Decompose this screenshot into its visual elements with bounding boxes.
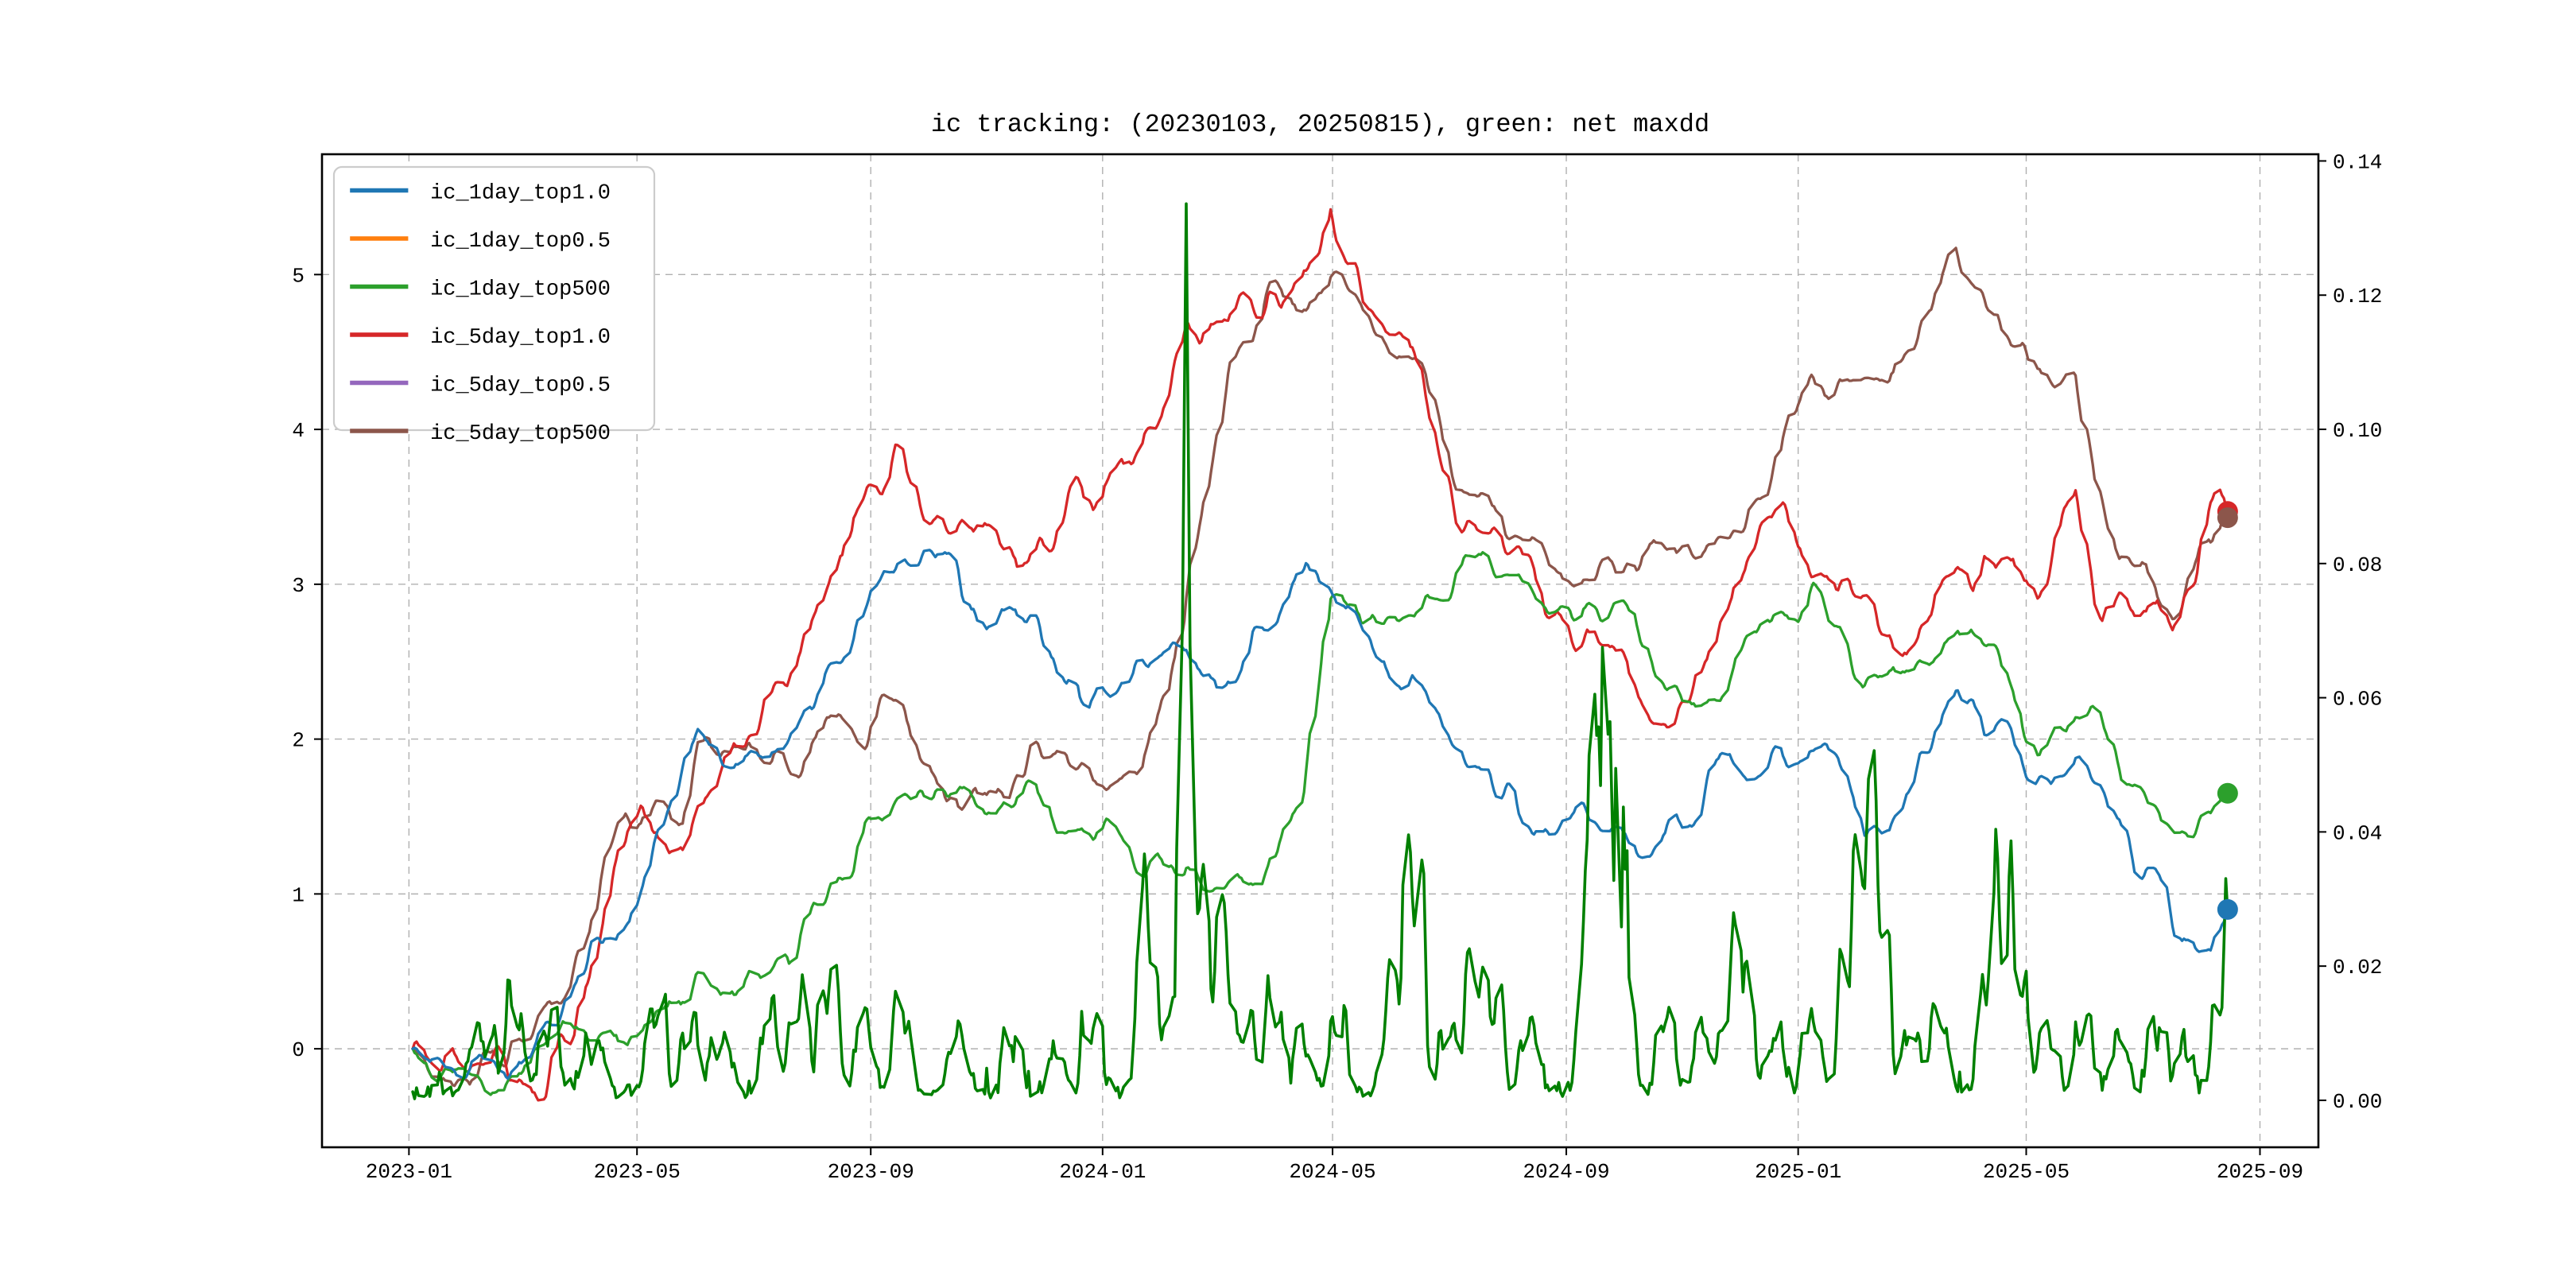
svg-text:0.12: 0.12 [2333,285,2382,308]
svg-text:2025-01: 2025-01 [1755,1160,1841,1184]
svg-text:1: 1 [292,883,305,907]
svg-text:2023-01: 2023-01 [366,1160,452,1184]
svg-text:3: 3 [292,574,305,598]
svg-text:0: 0 [292,1038,305,1062]
svg-text:ic_1day_top1.0: ic_1day_top1.0 [430,182,611,206]
svg-text:0.00: 0.00 [2333,1090,2382,1114]
svg-text:0.10: 0.10 [2333,419,2382,443]
svg-text:ic_1day_top500: ic_1day_top500 [430,278,611,302]
svg-text:4: 4 [292,419,305,443]
svg-text:ic tracking: (20230103, 202508: ic tracking: (20230103, 20250815), green… [931,110,1709,139]
svg-text:2025-05: 2025-05 [1983,1160,2070,1184]
svg-text:ic_5day_top0.5: ic_5day_top0.5 [430,374,611,398]
svg-text:ic_5day_top500: ic_5day_top500 [430,422,611,446]
svg-text:2024-05: 2024-05 [1289,1160,1375,1184]
svg-text:0.06: 0.06 [2333,688,2382,712]
svg-text:2025-09: 2025-09 [2217,1160,2303,1184]
svg-text:0.04: 0.04 [2333,821,2382,845]
svg-text:2: 2 [292,729,305,753]
svg-text:2023-05: 2023-05 [594,1160,681,1184]
svg-text:2023-09: 2023-09 [828,1160,914,1184]
svg-text:2024-01: 2024-01 [1059,1160,1146,1184]
svg-text:ic_5day_top1.0: ic_5day_top1.0 [430,326,611,350]
svg-text:0.08: 0.08 [2333,553,2382,577]
svg-text:2024-09: 2024-09 [1523,1160,1609,1184]
svg-text:0.14: 0.14 [2333,150,2382,174]
svg-text:5: 5 [292,264,305,288]
svg-text:0.02: 0.02 [2333,956,2382,980]
svg-text:ic_1day_top0.5: ic_1day_top0.5 [430,230,611,254]
